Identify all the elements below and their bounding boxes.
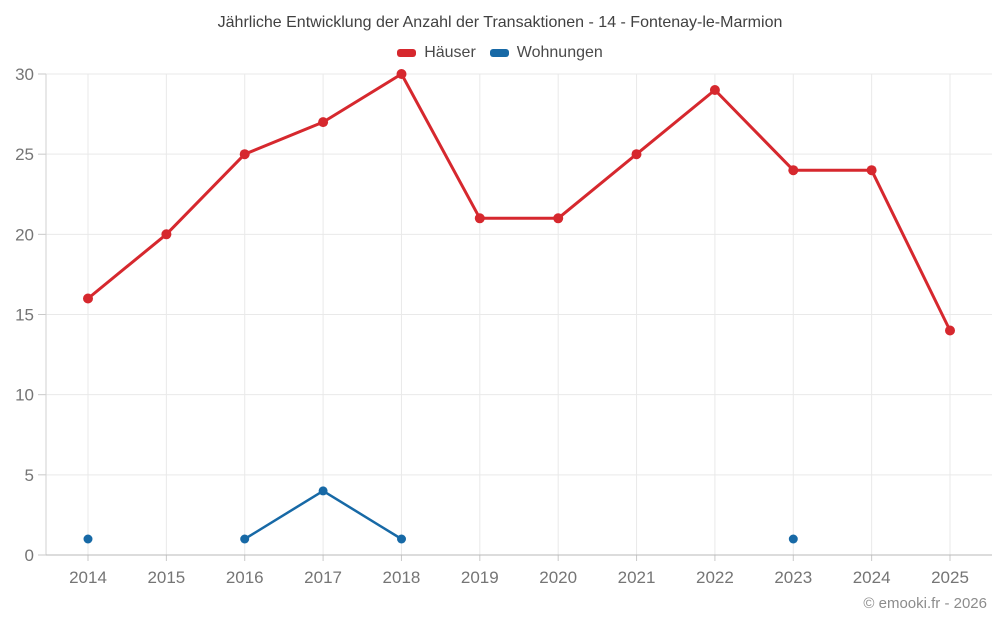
legend-item-wohnungen[interactable]: Wohnungen [489,44,603,62]
x-tick-label: 2024 [853,568,891,587]
legend-swatch-hauser [397,49,417,57]
data-point-hauser-2023[interactable] [788,165,799,176]
data-point-wohnungen-2016[interactable] [240,534,250,544]
data-point-hauser-2022[interactable] [709,85,720,95]
data-point-wohnungen-2014[interactable] [83,534,93,544]
x-tick-label: 2018 [383,568,421,587]
data-point-wohnungen-2018[interactable] [397,534,406,544]
data-point-hauser-2020[interactable] [553,213,564,224]
data-point-hauser-2025[interactable] [945,325,955,336]
data-point-hauser-2015[interactable] [161,229,172,240]
y-tick-label: 0 [25,546,34,565]
x-tick-label: 2022 [696,568,734,587]
x-tick-label: 2017 [304,568,342,587]
data-point-hauser-2021[interactable] [631,149,642,160]
y-tick-label: 15 [15,306,34,325]
y-tick-label: 20 [15,225,34,244]
legend-item-hauser[interactable]: Häuser [397,44,476,62]
data-point-hauser-2019[interactable] [474,213,485,224]
data-point-hauser-2014[interactable] [83,293,93,304]
y-tick-label: 5 [25,466,34,485]
x-tick-label: 2019 [461,568,499,587]
data-point-hauser-2017[interactable] [318,117,329,128]
copyright: © emooki.fr - 2026 [863,595,987,612]
data-point-hauser-2024[interactable] [866,165,877,176]
x-tick-label: 2015 [147,568,185,587]
legend-label-wohnungen: Wohnungen [516,44,603,61]
data-point-hauser-2018[interactable] [396,69,407,79]
chart-title: Jährliche Entwicklung der Anzahl der Tra… [217,14,783,31]
line-hauser [86,72,952,332]
x-tick-label: 2021 [618,568,656,587]
x-tick-label: 2023 [774,568,812,587]
x-tick-label: 2016 [226,568,264,587]
data-point-wohnungen-2023[interactable] [788,534,798,544]
x-tick-label: 2014 [69,568,107,587]
chart-legend: Häuser Wohnungen [0,44,1000,62]
data-point-hauser-2016[interactable] [239,149,250,160]
legend-swatch-wohnungen [489,49,509,57]
x-tick-label: 2020 [539,568,577,587]
legend-label-hauser: Häuser [424,44,476,61]
data-point-wohnungen-2017[interactable] [318,486,328,496]
line-wohnungen [245,491,794,539]
y-tick-label: 10 [15,386,34,405]
x-tick-label: 2025 [931,568,969,587]
y-tick-label: 30 [15,65,34,84]
y-tick-label: 25 [15,145,34,164]
